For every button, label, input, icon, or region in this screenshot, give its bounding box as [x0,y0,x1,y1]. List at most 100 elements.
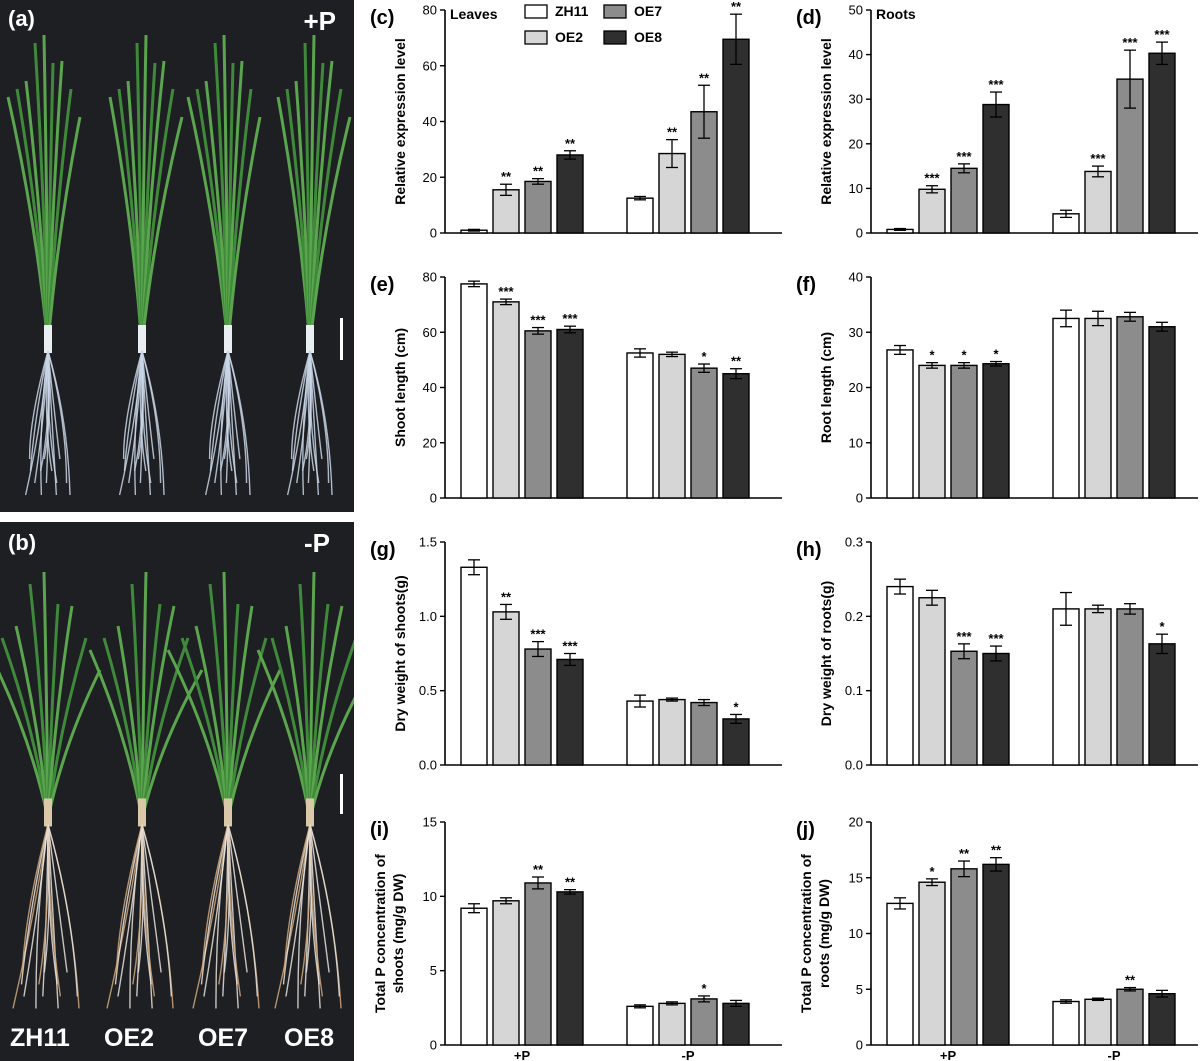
bar-oe7 [524,330,552,499]
stem-base [138,325,146,353]
bar-zh11 [460,566,488,766]
y-axis-label: Dry weight of shoots(g) [392,575,408,731]
bar-oe8 [722,718,750,766]
root-strand [307,350,315,472]
root-strand [134,350,143,496]
bar-oe2 [1084,170,1112,234]
bar-zh11 [460,283,488,499]
bar-oe7 [524,648,552,766]
y-tick-label: 15 [849,870,863,885]
y-tick-label: 0 [430,491,437,506]
significance-label: *** [956,629,972,644]
y-tick-label: 15 [423,815,437,830]
stem-base [224,798,232,827]
bar-zh11 [886,349,914,499]
significance-label: ** [565,875,576,890]
chart-panel-g: 0.00.51.01.5(g)Dry weight of shoots(g) **… [370,535,782,773]
root-strand [227,824,239,1009]
bar-oe8 [556,891,584,1046]
root-strand [141,350,155,460]
root-strand [302,350,311,496]
y-tick-label: 20 [849,815,863,830]
bar-oe7 [690,701,718,766]
y-axis-label: Relative expression level [392,38,408,205]
bar-oe7 [690,367,718,499]
root-strand [29,350,49,472]
y-tick-label: 1.0 [419,609,437,624]
bar-oe7 [950,364,978,499]
condition-label-plus-p: +P [303,6,336,36]
significance-label: * [701,349,707,364]
y-axis-label: roots (mg/g DW) [816,879,832,988]
y-tick-label: 0.3 [845,535,863,550]
legend-label: OE8 [634,29,662,45]
y-axis-label: Root length (cm) [818,332,834,443]
y-axis-label: shoots (mg/g DW) [390,874,406,994]
bar-oe8 [722,372,750,499]
bar-oe7 [950,868,978,1046]
legend-label: OE7 [634,3,662,19]
root-strand [122,350,143,460]
bar-oe8 [556,154,584,234]
significance-label: *** [530,313,546,328]
chart-panel-i: 0 5 10 15 (i) Total P concentration of shoots … [370,815,782,1061]
legend-swatch [603,4,627,19]
legend-item-oe7: OE7 [603,3,662,19]
root-strand [291,350,311,472]
root-strand [141,824,162,973]
bar-oe8 [1148,643,1176,766]
significance-label: ** [1125,973,1136,988]
bar-oe7 [950,650,978,766]
root-strand [290,350,311,460]
leaf-blade [226,637,268,819]
root-strand [309,350,330,484]
bar-oe2 [492,301,520,499]
significance-label: ** [731,0,742,14]
y-axis-label: Dry weight of roots(g) [818,581,834,726]
y-tick-label: 20 [423,170,437,185]
photo-panel-minus-p: (b) -P ZH11 OE2 OE7 OE8 [0,522,354,1061]
rice-plant [186,34,262,496]
genotype-labels: ZH11 OE2 OE7 OE8 [0,1023,354,1053]
panel-label-e: (e) [370,274,394,296]
genotype-label-oe8: OE8 [284,1024,335,1052]
leaf-blade [46,116,82,346]
root-strand [141,350,162,484]
bar-zh11 [1052,608,1080,766]
y-tick-label: 0.0 [845,758,863,773]
significance-label: ** [501,589,512,604]
y-axis-label: Shoot length (cm) [392,328,408,447]
root-strand [309,824,330,973]
leaf-blade [226,116,262,346]
bar-oe7 [1116,988,1144,1046]
stem-base [44,325,52,353]
leaf-blade [46,605,74,819]
significance-label: *** [562,311,578,326]
bar-oe2 [658,1002,686,1046]
significance-label: ** [501,169,512,184]
root-strand [201,824,229,973]
root-strand [227,350,248,484]
y-axis-label: Total P concentration of [798,854,814,1013]
y-tick-label: 20 [849,380,863,395]
significance-label: ** [699,70,710,85]
significance-label: *** [530,627,546,642]
y-tick-label: 30 [849,325,863,340]
bar-zh11 [626,197,654,234]
root-strand [21,824,49,973]
y-tick-label: 0 [856,1038,863,1053]
y-tick-label: 40 [423,114,437,129]
stem-base [306,798,314,827]
y-tick-label: 60 [423,58,437,73]
bar-oe8 [722,1002,750,1046]
leaf-blade [308,605,344,819]
significance-label: * [701,981,707,996]
panel-label-c: (c) [370,7,394,29]
bar-oe8 [556,658,584,766]
y-tick-label: 1.5 [419,535,437,550]
y-tick-label: 30 [849,92,863,107]
significance-label: * [961,348,967,363]
legend-item-zh11: ZH11 [524,3,589,19]
y-tick-label: 20 [849,136,863,151]
